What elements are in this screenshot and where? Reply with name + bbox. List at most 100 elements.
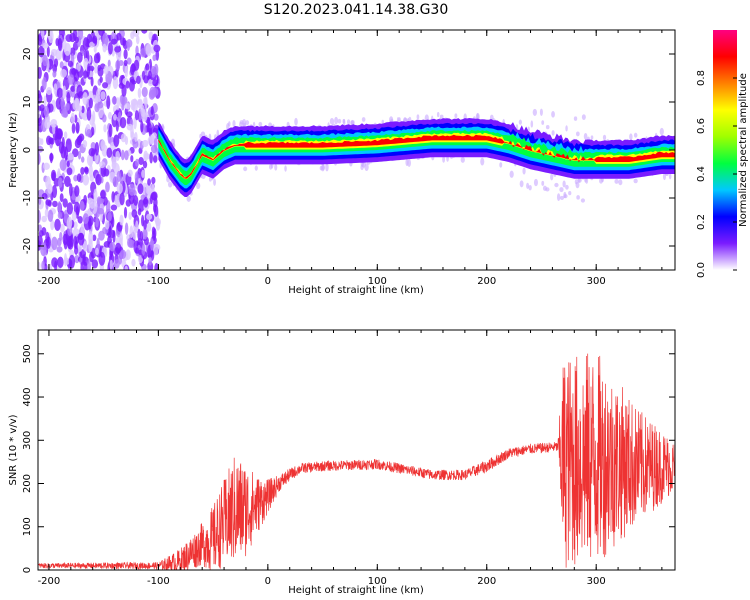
noise-cell	[104, 220, 110, 230]
noise-cell	[76, 63, 81, 72]
noise-cell	[93, 188, 98, 203]
snr-y-label: SNR (10 * v/v)	[8, 414, 19, 485]
noise-cell	[97, 67, 104, 77]
noise-cell	[92, 35, 98, 44]
spectrogram-y-ticks: -20 -10 0 10 20	[22, 48, 675, 254]
noise-cell	[153, 113, 159, 121]
noise-cell	[123, 206, 128, 219]
noise-cell	[126, 57, 132, 65]
noise-cell	[43, 162, 50, 170]
band-halo-cell	[460, 156, 465, 163]
noise-cell	[50, 219, 55, 231]
noise-cell	[117, 111, 122, 120]
noise-cell	[123, 59, 128, 67]
noise-cell	[130, 155, 134, 163]
band-halo-cell	[629, 133, 633, 141]
noise-cell	[137, 207, 142, 216]
noise-cell	[92, 110, 96, 124]
noise-cell	[98, 161, 106, 169]
noise-cell	[114, 46, 121, 53]
noise-cell	[105, 181, 110, 193]
figure-title: S120.2023.041.14.38.G30	[264, 2, 449, 18]
noise-cell	[48, 30, 54, 44]
noise-cell	[74, 240, 78, 250]
noise-cell	[68, 254, 76, 269]
noise-cell	[83, 70, 88, 79]
noise-cell	[138, 157, 144, 166]
noise-cell	[82, 37, 90, 51]
noise-cell	[69, 47, 76, 56]
noise-cell	[145, 63, 150, 71]
spectrogram-x-ticks: -200 -100 0 100 200 300	[38, 30, 663, 287]
noise-cell	[124, 265, 129, 270]
colorbar-tick-label: 0.0	[696, 262, 707, 278]
noise-cell	[79, 200, 85, 211]
noise-cell	[107, 111, 112, 120]
noise-cell	[142, 228, 148, 240]
noise-cell	[70, 112, 76, 124]
snr-frame	[37, 329, 676, 571]
noise-cell	[141, 243, 146, 256]
noise-cell	[50, 48, 58, 57]
noise-cell	[75, 121, 80, 134]
noise-cell	[63, 131, 68, 139]
noise-cell	[108, 41, 113, 55]
band-halo-cell	[254, 165, 258, 171]
noise-cell	[62, 85, 67, 100]
band-halo-cell	[167, 181, 173, 188]
noise-cell	[82, 241, 88, 252]
noise-cell	[77, 150, 82, 160]
noise-cell	[73, 201, 81, 216]
band-halo-cell	[320, 164, 325, 172]
noise-cell	[103, 168, 110, 177]
band-halo-cell	[325, 163, 329, 172]
noise-cell	[76, 84, 83, 98]
noise-cell	[102, 114, 107, 123]
band-halo-cell	[590, 135, 594, 140]
noise-cell	[72, 148, 79, 158]
band-halo-cell	[360, 164, 364, 171]
band-halo-cell	[580, 198, 586, 203]
noise-cell	[64, 175, 71, 188]
y-tick-label: 400	[22, 387, 33, 406]
noise-cell	[100, 91, 106, 100]
band-halo-cell	[575, 131, 580, 137]
x-tick-label: 0	[265, 576, 271, 587]
x-tick-label: -200	[38, 276, 61, 287]
band-halo-cell	[583, 132, 588, 140]
noise-cell	[41, 215, 48, 223]
noise-cell	[56, 87, 64, 99]
x-tick-label: 0	[265, 276, 271, 287]
band-halo-cell	[533, 178, 538, 187]
noise-cell	[59, 223, 65, 233]
noise-cell	[115, 150, 120, 161]
band-halo-cell	[633, 132, 638, 138]
noise-cell	[43, 105, 50, 118]
band-halo-cell	[542, 185, 547, 191]
noise-cell	[62, 233, 68, 246]
noise-cell	[134, 110, 139, 121]
noise-cell	[154, 262, 159, 270]
noise-cell	[66, 216, 73, 229]
noise-cell	[42, 54, 48, 67]
band-halo-cell	[200, 131, 206, 137]
noise-cell	[80, 167, 85, 175]
band-halo-cell	[199, 133, 202, 139]
noise-cell	[88, 164, 93, 178]
band-halo-cell	[562, 180, 566, 188]
spectrogram-y-label: Frequency (Hz)	[8, 112, 19, 188]
noise-cell	[130, 131, 135, 140]
band-halo-cell	[439, 114, 444, 119]
band-halo-cell	[416, 114, 420, 120]
noise-cell	[129, 225, 134, 239]
noise-cell	[67, 240, 74, 250]
noise-cell	[93, 53, 100, 64]
noise-cell	[103, 124, 107, 133]
x-tick-label: 100	[368, 276, 387, 287]
band-halo-cell	[576, 195, 580, 200]
x-tick-label: -100	[147, 576, 170, 587]
noise-cell	[140, 47, 146, 58]
noise-cell	[110, 204, 118, 211]
noise-cell	[126, 123, 133, 131]
noise-cell	[44, 119, 51, 130]
